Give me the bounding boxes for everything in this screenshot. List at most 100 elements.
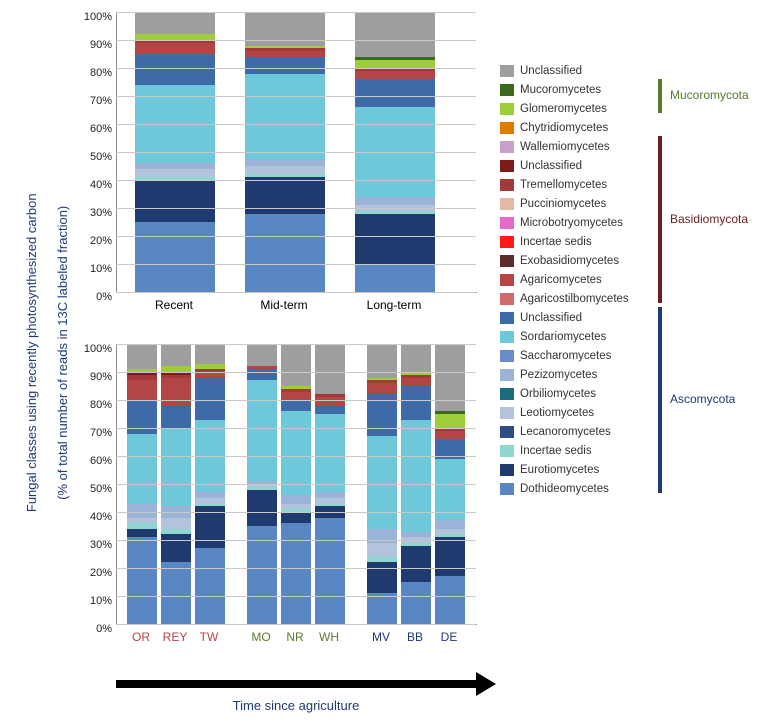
phylum-label-basidiomycota: Basidiomycota xyxy=(670,212,748,226)
y-tick-label: 100% xyxy=(84,11,112,23)
bar-segment-leotiomycetes xyxy=(161,518,191,529)
bar-segment-sordariomycetes xyxy=(401,420,431,532)
time-arrow-label: Time since agriculture xyxy=(116,698,476,713)
legend-item-exobasidio: Exobasidiomycetes xyxy=(500,252,750,269)
legend-swatch xyxy=(500,198,514,210)
legend-label: Leotiomycetes xyxy=(520,407,594,419)
bar-segment-asco_unclass xyxy=(161,406,191,428)
bar-segment-eurotiomycetes xyxy=(355,214,435,264)
bar-segment-agaricomycetes xyxy=(281,392,311,400)
bar-segment-agaricomycetes xyxy=(401,378,431,386)
legend-label: Incertae sedis xyxy=(520,445,592,457)
gridline xyxy=(116,236,476,237)
bar-segment-asco_unclass xyxy=(245,57,325,74)
legend-item-sordariomycetes: Sordariomycetes xyxy=(500,328,750,345)
bar-segment-sordariomycetes xyxy=(127,434,157,504)
x-tick-label: OR xyxy=(132,630,150,644)
x-tick-label: MO xyxy=(251,630,270,644)
bar-segment-unclass_top xyxy=(247,344,277,366)
legend-swatch xyxy=(500,331,514,343)
gridline xyxy=(116,596,476,597)
bar-segment-eurotiomycetes xyxy=(135,180,215,222)
phylum-label-mucoromycota: Mucoromycota xyxy=(670,88,749,102)
legend-item-wallemiomycetes: Wallemiomycetes xyxy=(500,138,750,155)
legend-label: Dothideomycetes xyxy=(520,483,609,495)
bar-segment-dothideomycetes xyxy=(281,523,311,624)
bar-segment-asco_unclass xyxy=(355,79,435,107)
y-tick-label: 50% xyxy=(90,483,112,495)
bar-segment-dothideomycetes xyxy=(355,264,435,292)
bar-segment-dothideomycetes xyxy=(161,562,191,624)
bar-segment-dothideomycetes xyxy=(195,548,225,624)
bar-segment-asco_unclass xyxy=(195,378,225,420)
bar-segment-sordariomycetes xyxy=(247,380,277,481)
bar-segment-unclass_top xyxy=(401,344,431,372)
y-tick-label: 80% xyxy=(90,67,112,79)
bar-segment-dothideomycetes xyxy=(367,593,397,624)
y-tick-label: 60% xyxy=(90,455,112,467)
bar-segment-agaricomycetes xyxy=(315,397,345,405)
y-tick-label: 30% xyxy=(90,539,112,551)
bar-segment-sordariomycetes xyxy=(161,428,191,506)
bar-segment-dothideomycetes xyxy=(127,537,157,624)
gridline xyxy=(116,12,476,13)
legend-item-agaricostilbo: Agaricostilbomycetes xyxy=(500,290,750,307)
charts-column: 0%10%20%30%40%50%60%70%80%90%100%RecentM… xyxy=(76,12,476,664)
gridline xyxy=(116,344,476,345)
bar-segment-asco_unclass xyxy=(281,400,311,411)
y-tick-label: 70% xyxy=(90,95,112,107)
y-tick-label: 90% xyxy=(90,39,112,51)
y-tick-label: 60% xyxy=(90,123,112,135)
x-tick-label: Recent xyxy=(155,298,193,312)
gridline xyxy=(116,96,476,97)
y-axis-title-line1: Fungal classes using recently photosynth… xyxy=(24,193,39,512)
legend-label: Pucciniomycetes xyxy=(520,198,606,210)
legend-item-incertae_b: Incertae sedis xyxy=(500,233,750,250)
x-tick-label: WH xyxy=(319,630,339,644)
bar-segment-eurotiomycetes xyxy=(281,512,311,523)
gridline xyxy=(116,180,476,181)
x-tick-label: BB xyxy=(407,630,423,644)
bar-segment-pezizomycetes xyxy=(127,504,157,518)
gridline xyxy=(116,512,476,513)
phylum-bracket-basidiomycota xyxy=(658,136,662,303)
legend-label: Microbotryomycetes xyxy=(520,217,623,229)
time-arrow xyxy=(116,680,476,688)
legend-swatch xyxy=(500,255,514,267)
bar-segment-eurotiomycetes xyxy=(401,546,431,582)
x-tick-label: NR xyxy=(286,630,303,644)
bar-segment-unclass_top xyxy=(127,344,157,369)
gridline xyxy=(116,624,476,625)
gridline xyxy=(116,372,476,373)
bar-segment-unclass_top xyxy=(135,12,215,34)
legend-swatch xyxy=(500,84,514,96)
bar-segment-asco_unclass xyxy=(247,369,277,380)
bar-segment-glomeromycetes xyxy=(435,414,465,428)
bar-segment-agaricomycetes xyxy=(435,431,465,439)
bar-segment-agaricomycetes xyxy=(367,383,397,394)
y-tick-label: 20% xyxy=(90,235,112,247)
bar-segment-unclass_top xyxy=(195,344,225,364)
bar-segment-glomeromycetes xyxy=(355,60,435,68)
legend-label: Lecanoromycetes xyxy=(520,426,611,438)
x-tick-label: Long-term xyxy=(367,298,422,312)
legend-label: Agaricostilbomycetes xyxy=(520,293,629,305)
x-tick-label: TW xyxy=(200,630,219,644)
bar-segment-eurotiomycetes xyxy=(161,534,191,562)
legend-item-dothideomycetes: Dothideomycetes xyxy=(500,480,750,497)
legend-item-basidio_unclass: Unclassified xyxy=(500,157,750,174)
y-tick-label: 40% xyxy=(90,179,112,191)
legend-swatch xyxy=(500,65,514,77)
legend-item-incertae_a: Incertae sedis xyxy=(500,442,750,459)
bar-segment-leotiomycetes xyxy=(135,169,215,177)
legend-label: Unclassified xyxy=(520,312,582,324)
bar-segment-leotiomycetes xyxy=(245,166,325,174)
legend-label: Exobasidiomycetes xyxy=(520,255,619,267)
bar-segment-sordariomycetes xyxy=(245,74,325,161)
bar-segment-unclass_top xyxy=(281,344,311,386)
time-arrow-wrap: Time since agriculture xyxy=(116,680,476,713)
gridline xyxy=(116,292,476,293)
bar-segment-unclass_top xyxy=(315,344,345,394)
gridline xyxy=(116,68,476,69)
bar-segment-dothideomycetes xyxy=(401,582,431,624)
